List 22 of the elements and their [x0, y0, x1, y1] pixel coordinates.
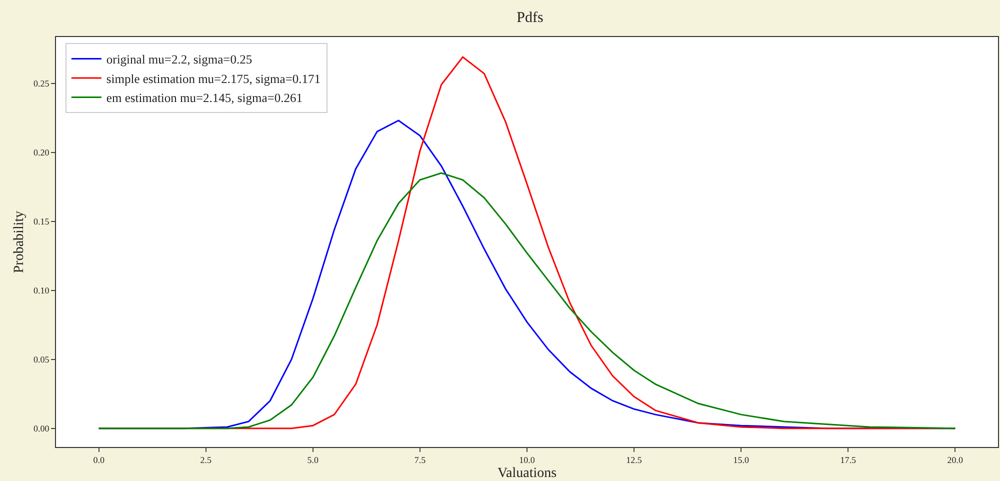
- line-series: [98, 172, 956, 430]
- y-tick-label: 0.10: [33, 285, 50, 296]
- legend-label: simple estimation mu=2.175, sigma=0.171: [106, 72, 321, 86]
- x-tick-label: 0.0: [93, 454, 105, 465]
- x-tick-label: 20.0: [947, 454, 964, 465]
- x-tick-label: 5.0: [307, 454, 320, 465]
- y-tick-label: 0.00: [33, 424, 50, 434]
- x-tick-label: 12.5: [626, 454, 642, 465]
- y-tick-label: 0.15: [33, 216, 50, 226]
- x-tick-label: 2.5: [200, 454, 212, 465]
- y-axis-title: Probability: [12, 210, 28, 274]
- x-tick-label: 10.0: [519, 454, 536, 465]
- x-tick-label: 17.5: [840, 454, 857, 465]
- y-tick-label: 0.20: [33, 147, 50, 158]
- legend-label: em estimation mu=2.145, sigma=0.261: [106, 91, 302, 106]
- x-tick-label: 7.5: [414, 454, 426, 465]
- x-axis-title: Valuations: [497, 466, 557, 481]
- y-tick-label: 0.25: [33, 78, 50, 88]
- y-tick-label: 0.05: [33, 354, 50, 364]
- chart-title: Pdfs: [516, 10, 544, 26]
- legend-label: original mu=2.2, sigma=0.25: [106, 52, 252, 67]
- x-tick-label: 15.0: [733, 454, 750, 465]
